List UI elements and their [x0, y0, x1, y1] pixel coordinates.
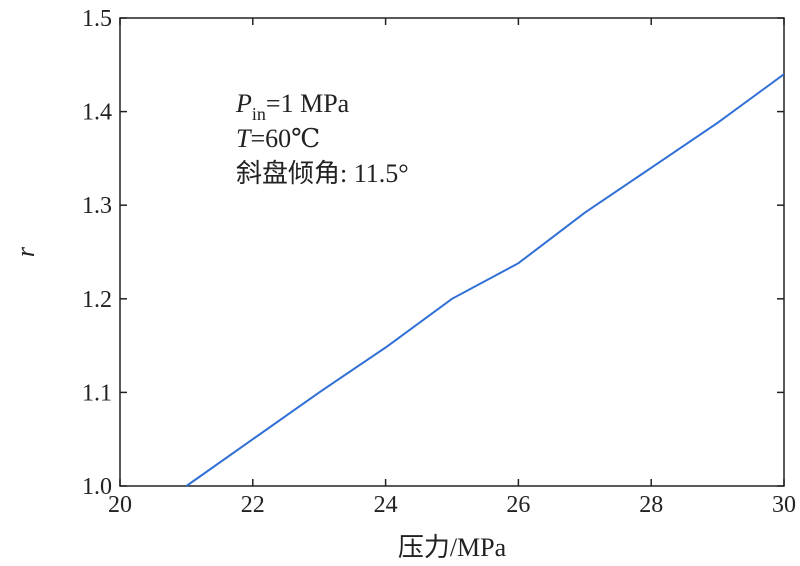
y-tick-label: 1.1 [82, 380, 112, 406]
annotation-swash-angle: 斜盘倾角: 11.5° [236, 159, 409, 188]
y-axis-ticks: 1.0 1.1 1.2 1.3 1.4 1.5 [82, 6, 784, 500]
x-tick-label: 30 [772, 492, 796, 518]
x-tick-label: 26 [506, 492, 530, 518]
y-tick-label: 1.5 [82, 6, 112, 32]
x-axis-label: 压力/MPa [398, 533, 507, 562]
annotation-block: Pin=1 MPa T=60℃ 斜盘倾角: 11.5° [235, 89, 409, 188]
y-tick-label: 1.0 [82, 474, 112, 500]
series-line [185, 73, 785, 487]
x-tick-label: 20 [108, 492, 132, 518]
y-tick-label: 1.4 [82, 100, 112, 126]
series-layer [185, 73, 785, 487]
plot-frame [119, 17, 785, 487]
x-tick-label: 22 [241, 492, 265, 518]
y-axis-label: r [11, 246, 40, 257]
x-axis-ticks: 20 22 24 26 28 30 [108, 18, 796, 518]
annotation-temperature: T=60℃ [236, 124, 320, 153]
y-tick-label: 1.3 [82, 193, 112, 219]
x-tick-label: 28 [639, 492, 663, 518]
annotation-inlet-pressure: Pin=1 MPa [235, 89, 350, 124]
y-tick-label: 1.2 [82, 287, 112, 313]
x-tick-label: 24 [374, 492, 398, 518]
